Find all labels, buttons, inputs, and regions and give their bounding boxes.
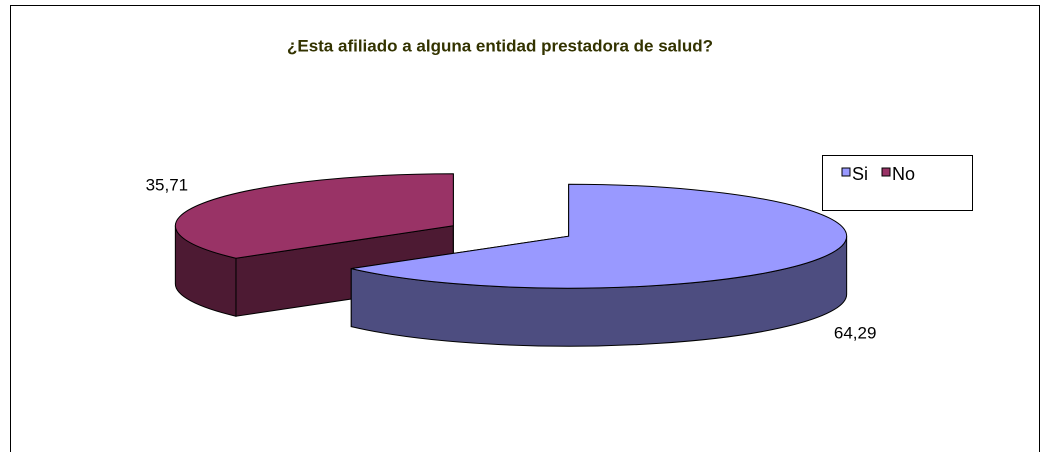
chart-frame: [10, 5, 1040, 452]
legend-swatch: [841, 167, 851, 177]
legend-label: No: [892, 164, 915, 184]
data-label: 35,71: [146, 175, 189, 194]
pie-slice: [350, 183, 848, 347]
chart-title: ¿Esta afiliado a alguna entidad prestado…: [287, 36, 713, 55]
legend-box: [822, 155, 973, 211]
data-label: 64,29: [834, 324, 877, 343]
slice-top: [351, 183, 848, 289]
legend-label: Si: [852, 164, 868, 184]
pie-slice: [174, 173, 454, 317]
legend-swatch: [881, 167, 891, 177]
slice-top: [174, 173, 454, 259]
